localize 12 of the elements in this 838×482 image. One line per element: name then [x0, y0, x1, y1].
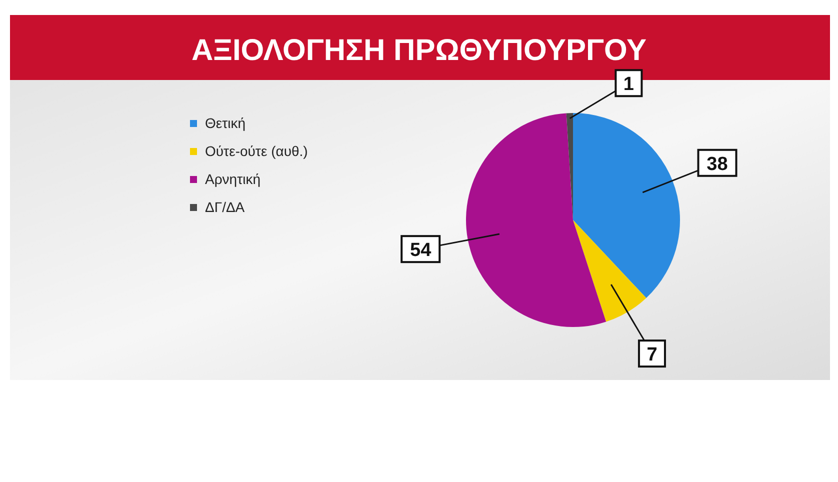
- pie-slice: [466, 113, 606, 327]
- data-label: 54: [410, 240, 432, 262]
- chart-title: ΑΞΙΟΛΟΓΗΣΗ ΠΡΩΘΥΠΟΥΡΓΟΥ: [191, 34, 647, 67]
- legend-label: Αρνητική: [205, 171, 261, 187]
- data-label: 1: [623, 74, 634, 96]
- data-label: 7: [646, 344, 658, 366]
- pie-slice: [573, 220, 646, 322]
- legend-label: ΔΓ/ΔΑ: [205, 199, 246, 215]
- legend-label: Ούτε-ούτε (αυθ.): [205, 143, 308, 159]
- legend-label: Θετική: [205, 115, 246, 131]
- pie-slice: [573, 113, 680, 298]
- data-label: 38: [706, 154, 728, 175]
